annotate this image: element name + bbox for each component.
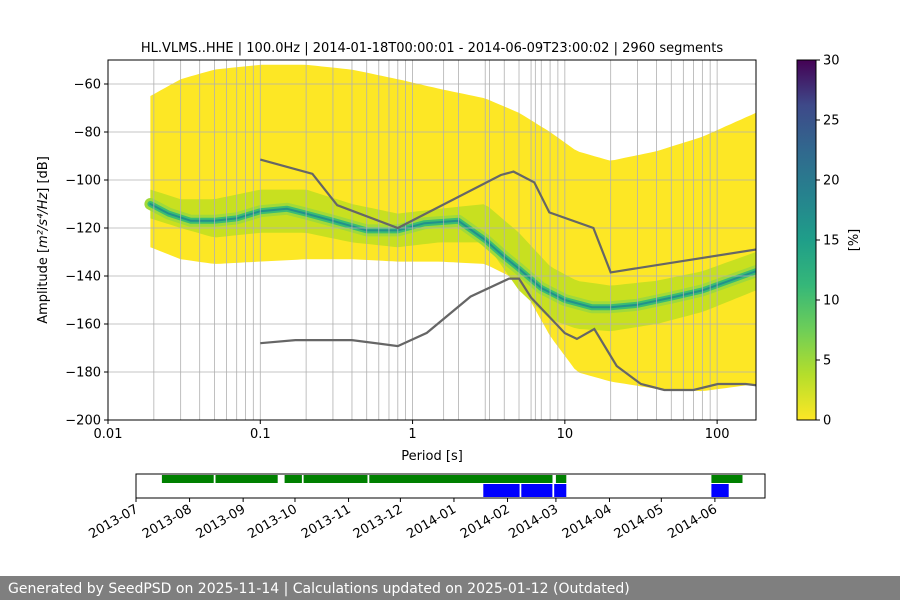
colorbar-ticks: 0 5 10 15 20 25 30 bbox=[816, 54, 840, 429]
x-axis-ticks: 0.01 0.1 1 10 100 bbox=[94, 420, 730, 442]
x-tick-label: 1 bbox=[408, 427, 416, 442]
y-tick-label: −120 bbox=[65, 222, 101, 237]
timeline-bars bbox=[161, 475, 743, 497]
colorbar-tick-label: 30 bbox=[823, 54, 840, 69]
psd-core-region bbox=[150, 189, 756, 332]
timeline-tick-label: 2013-11 bbox=[299, 502, 354, 542]
available-data-bar bbox=[711, 475, 743, 483]
available-data-bar bbox=[161, 475, 214, 483]
x-tick-label: 0.1 bbox=[250, 427, 271, 442]
plot-frame bbox=[107, 59, 757, 421]
grid-lines bbox=[108, 60, 756, 420]
y-tick-label: −100 bbox=[65, 174, 101, 189]
colorbar-tick-label: 20 bbox=[823, 174, 840, 189]
noise-model-layer bbox=[260, 158, 756, 392]
footer-bar: Generated by SeedPSD on 2025-11-14 | Cal… bbox=[0, 576, 900, 600]
timeline-tick-label: 2014-04 bbox=[560, 502, 615, 542]
used-data-bar bbox=[521, 484, 553, 497]
y-tick-label: −180 bbox=[65, 366, 101, 381]
timeline-tick-label: 2013-12 bbox=[351, 502, 406, 542]
used-data-bar bbox=[483, 484, 520, 497]
y-tick-label: −60 bbox=[74, 78, 101, 93]
colorbar-tick-label: 5 bbox=[823, 354, 831, 369]
footer-text: Generated by SeedPSD on 2025-11-14 | Cal… bbox=[8, 581, 630, 597]
y-axis-ticks: −60 −80 −100 −120 −140 −160 −180 −200 bbox=[65, 78, 108, 429]
x-tick-label: 10 bbox=[557, 427, 574, 442]
colorbar-label: [%] bbox=[847, 229, 862, 252]
y-tick-label: −160 bbox=[65, 318, 101, 333]
timeline-tick-label: 2014-01 bbox=[404, 502, 459, 542]
timeline-tick-label: 2014-03 bbox=[506, 502, 561, 542]
x-tick-label: 0.01 bbox=[94, 427, 123, 442]
timeline-tick-label: 2013-08 bbox=[140, 502, 195, 542]
x-tick-label: 100 bbox=[705, 427, 730, 442]
y-tick-label: −200 bbox=[65, 414, 101, 429]
used-data-bar bbox=[711, 484, 729, 497]
available-data-bar bbox=[369, 475, 553, 483]
used-data-bar bbox=[554, 484, 567, 497]
timeline-tick-label: 2014-02 bbox=[458, 502, 513, 542]
timeline-tick-label: 2014-05 bbox=[612, 502, 667, 542]
colorbar-tick-label: 10 bbox=[823, 294, 840, 309]
available-data-bar bbox=[555, 475, 567, 483]
x-axis-label: Period [s] bbox=[401, 449, 463, 464]
colorbar-tick-label: 25 bbox=[823, 114, 840, 129]
available-data-bar bbox=[284, 475, 302, 483]
y-tick-label: −140 bbox=[65, 270, 101, 285]
available-data-bar bbox=[303, 475, 368, 483]
timeline-tick-label: 2013-07 bbox=[86, 502, 141, 542]
timeline-tick-label: 2014-06 bbox=[665, 502, 720, 542]
available-data-bar bbox=[215, 475, 278, 483]
y-axis-label: Amplitude [m²/s⁴/Hz] [dB] bbox=[36, 156, 51, 324]
y-tick-label: −80 bbox=[74, 126, 101, 141]
chart-title: HL.VLMS..HHE | 100.0Hz | 2014-01-18T00:0… bbox=[141, 41, 723, 56]
nhnm-curve bbox=[260, 158, 756, 274]
timeline-tick-label: 2013-10 bbox=[245, 502, 300, 542]
colorbar bbox=[796, 59, 817, 421]
nlnm-curve bbox=[260, 277, 756, 392]
colorbar-tick-label: 0 bbox=[823, 414, 831, 429]
timeline-tick-label: 2013-09 bbox=[194, 502, 249, 542]
colorbar-tick-label: 15 bbox=[823, 234, 840, 249]
